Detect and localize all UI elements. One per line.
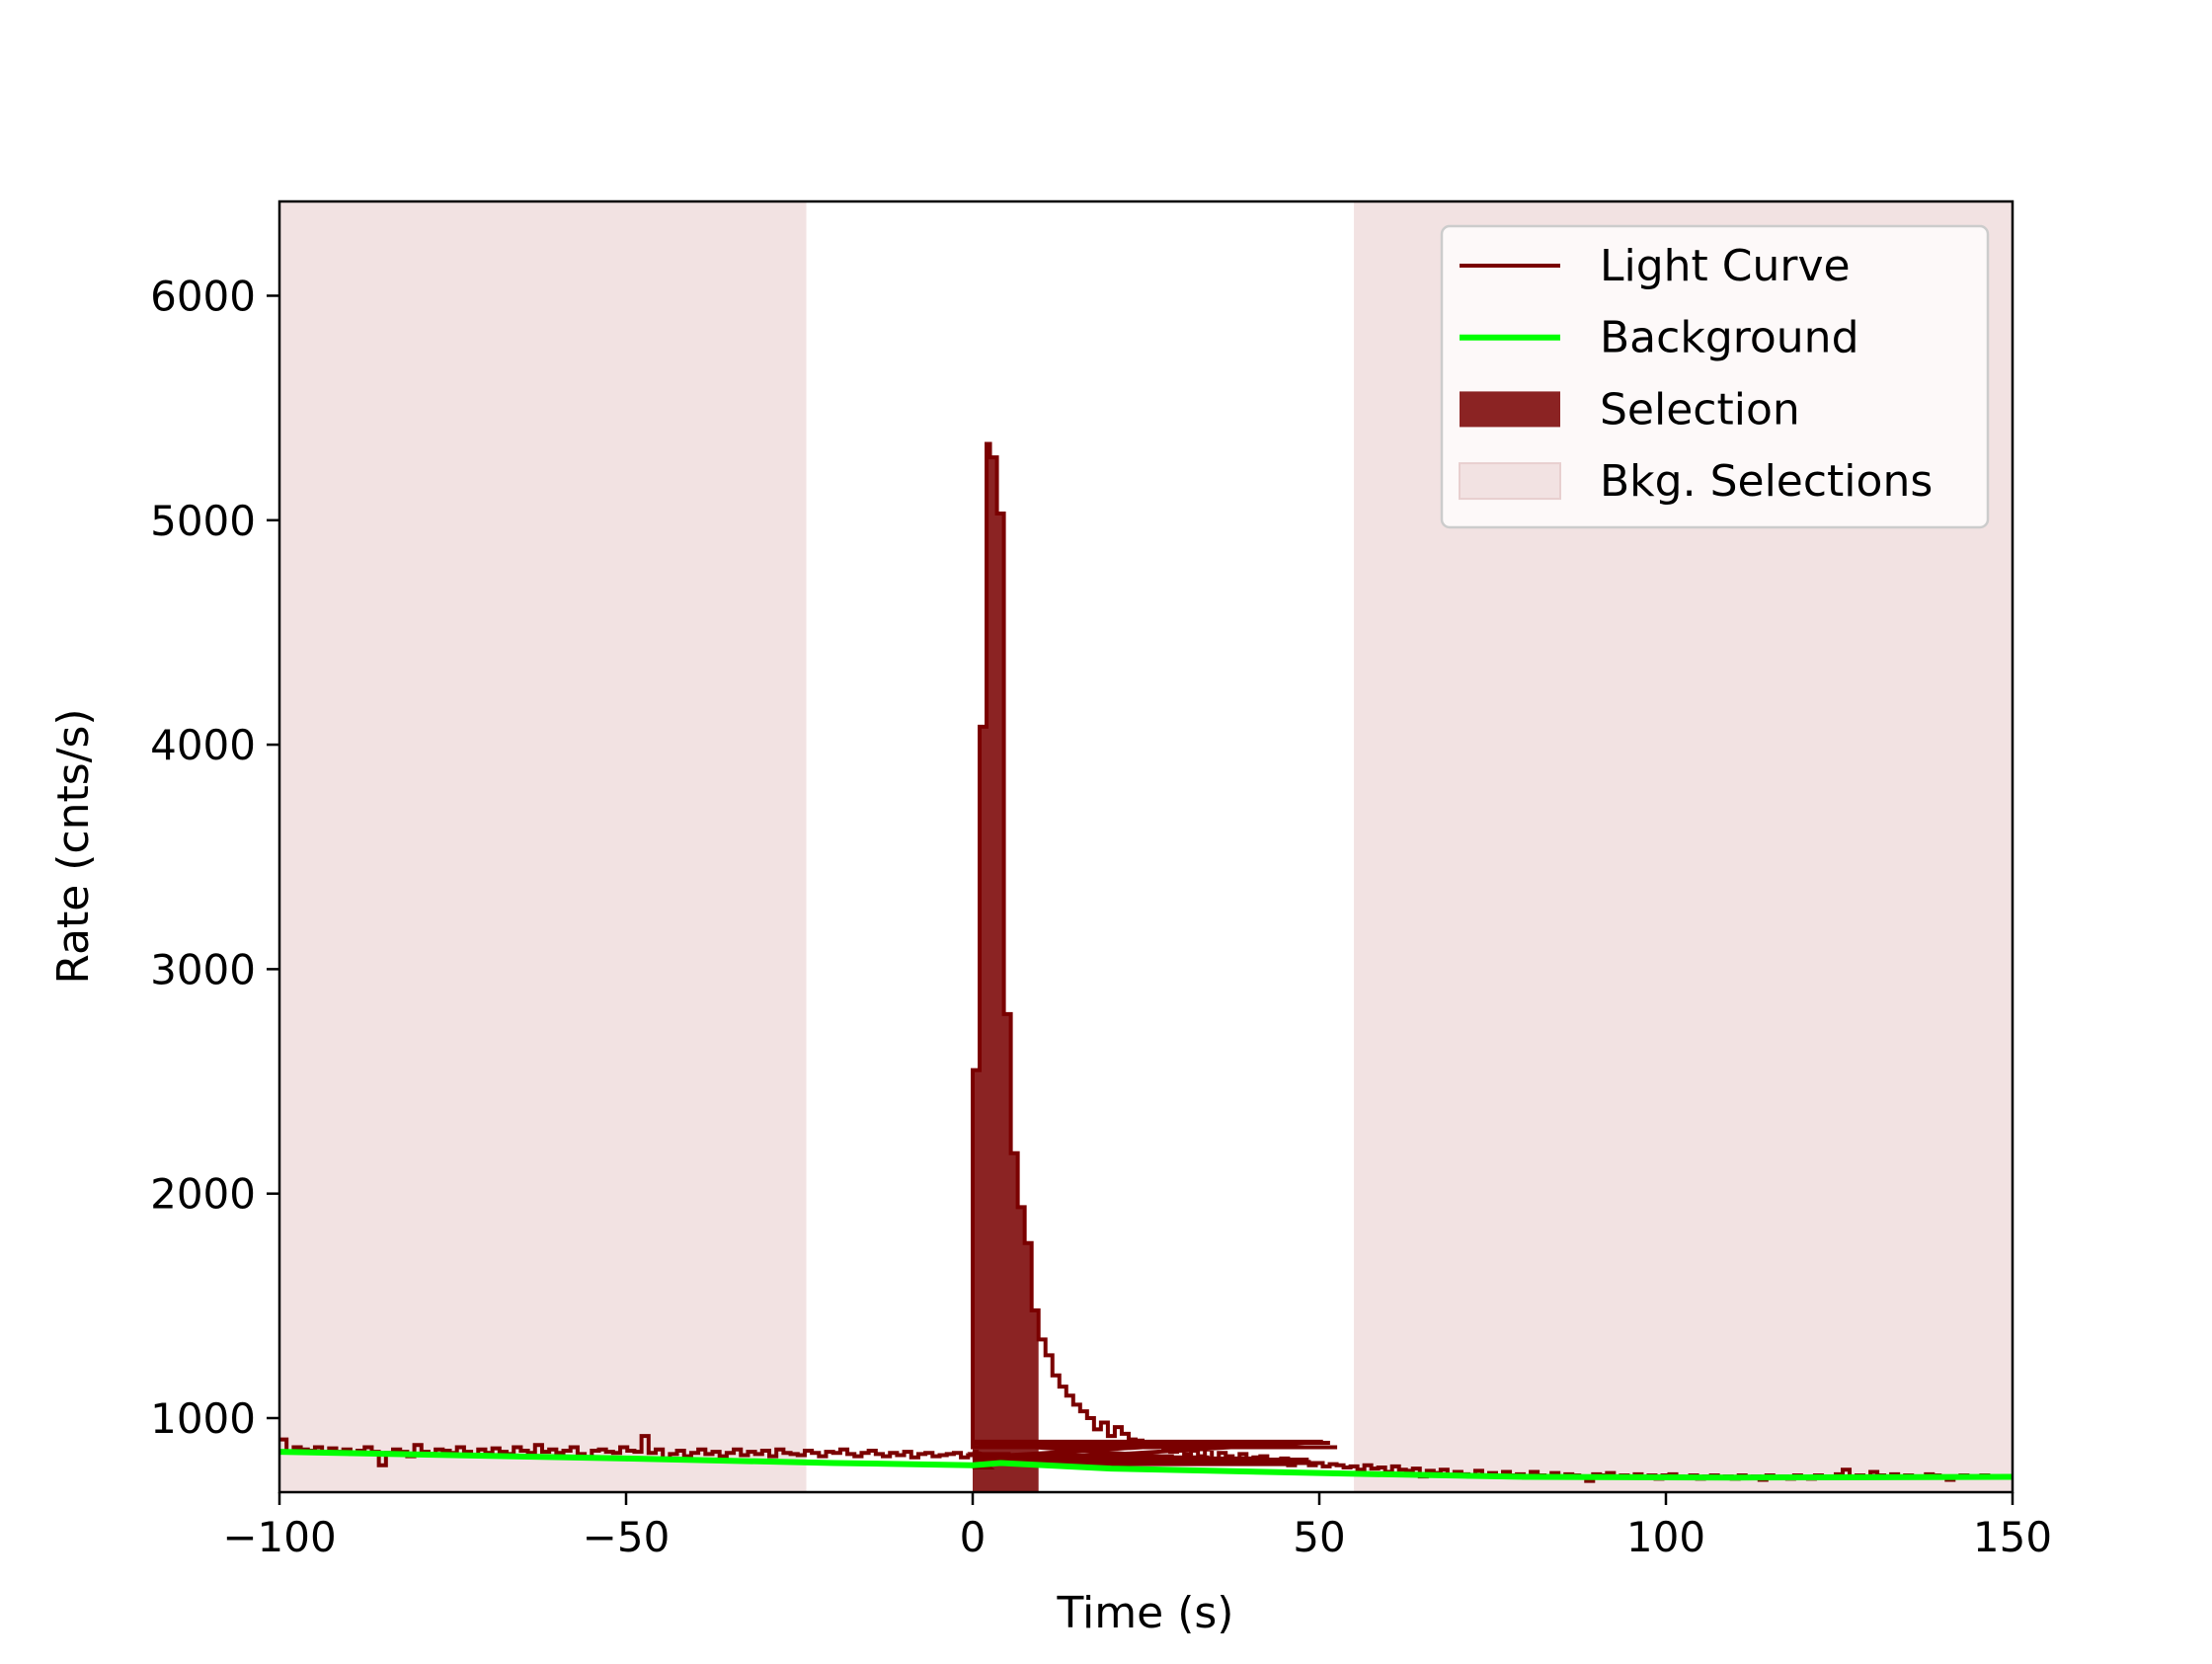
y-tick-label: 4000	[150, 721, 256, 769]
legend-label-2: Selection	[1600, 384, 1800, 435]
selection-fill	[973, 443, 1039, 1492]
bkg-selection-0	[279, 201, 807, 1492]
x-tick-label: 100	[1626, 1513, 1705, 1561]
y-axis-ticks: 1000 2000 3000 4000 5000 6000	[150, 272, 279, 1443]
legend: Light Curve Background Selection Bkg. Selec…	[1440, 224, 1990, 529]
x-tick-label: −50	[583, 1513, 671, 1561]
legend-label-3: Bkg. Selections	[1600, 456, 1933, 507]
legend-label-0: Light Curve	[1600, 241, 1851, 291]
background-line	[279, 1449, 2013, 1481]
y-tick-label: 1000	[150, 1394, 256, 1443]
legend-swatch-2	[1460, 391, 1560, 428]
legend-swatch-3	[1459, 462, 1561, 501]
x-axis-ticks: −100 −50 0 50 100 150	[222, 1492, 2052, 1561]
x-tick-label: −100	[222, 1513, 336, 1561]
x-tick-label: 50	[1293, 1513, 1345, 1561]
y-tick-label: 5000	[150, 497, 256, 545]
x-tick-label: 0	[960, 1513, 987, 1561]
background-line-layer	[279, 1449, 2013, 1481]
selection-layer	[973, 443, 1039, 1492]
y-tick-label: 6000	[150, 272, 256, 320]
y-axis-label: Rate (cnts/s)	[48, 708, 99, 984]
y-tick-label: 2000	[150, 1170, 256, 1219]
plot-frame	[277, 199, 2014, 1494]
y-tick-label: 3000	[150, 945, 256, 993]
legend-frame	[1440, 224, 1990, 529]
x-axis-label: Time (s)	[1057, 1588, 1234, 1638]
x-tick-label: 150	[1973, 1513, 2052, 1561]
legend-label-1: Background	[1600, 313, 1859, 363]
